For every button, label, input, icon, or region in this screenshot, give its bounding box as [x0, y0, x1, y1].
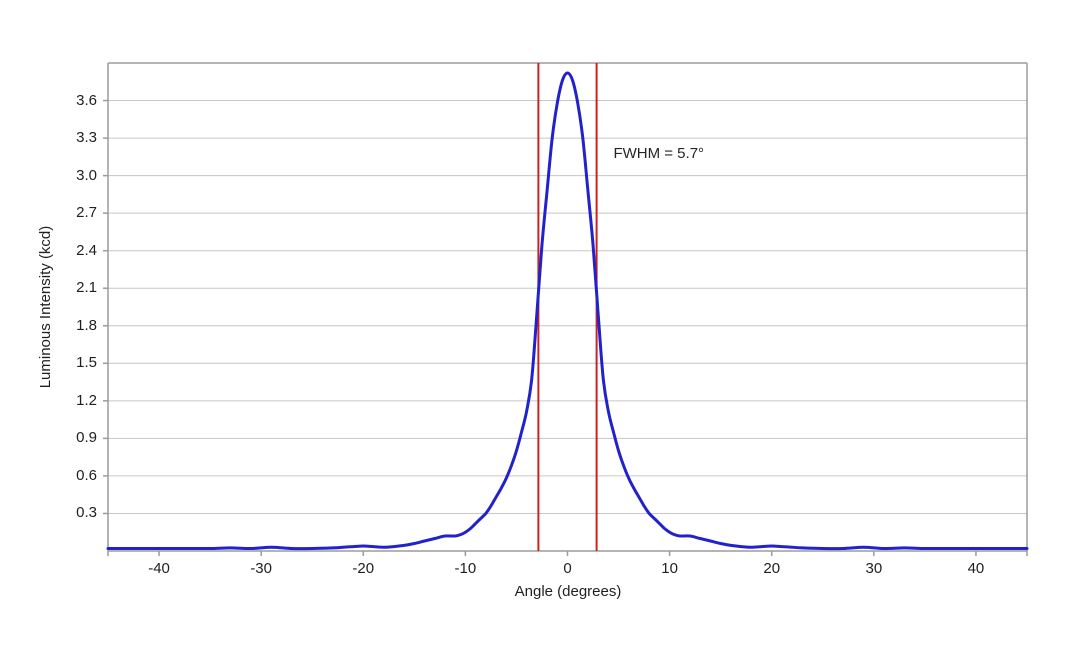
y-tick-label: 2.1: [76, 279, 97, 297]
y-tick-label: 1.8: [76, 316, 97, 334]
y-tick-label: 2.7: [76, 204, 97, 222]
x-tick-label: 0: [563, 560, 572, 577]
y-tick-label: 0.3: [76, 504, 97, 522]
y-tick-label: 1.5: [76, 354, 97, 372]
y-tick-label: 0.6: [76, 466, 97, 484]
x-tick-label: -40: [148, 560, 170, 577]
x-axis-title: Angle (degrees): [514, 583, 622, 600]
y-tick-label: 3.6: [76, 91, 97, 109]
x-tick-label: 10: [661, 560, 678, 577]
y-tick-label: 1.2: [76, 391, 97, 409]
y-tick-label: 3.0: [76, 166, 97, 184]
x-tick-label: -30: [250, 560, 272, 577]
y-tick-label: 2.4: [76, 241, 97, 259]
y-tick-label: 0.9: [76, 429, 97, 447]
x-tick-label: 30: [865, 560, 883, 577]
fwhm-annotation: FWHM = 5.7°: [613, 145, 705, 163]
x-tick-label: -20: [352, 560, 375, 577]
x-tick-label: -10: [454, 560, 477, 577]
y-axis-title: Luminous Intensity (kcd): [37, 225, 54, 389]
x-tick-label: 20: [763, 560, 781, 577]
x-tick-label: 40: [967, 560, 985, 577]
intensity-curve: [106, 71, 1029, 551]
y-tick-label: 3.3: [76, 129, 97, 147]
